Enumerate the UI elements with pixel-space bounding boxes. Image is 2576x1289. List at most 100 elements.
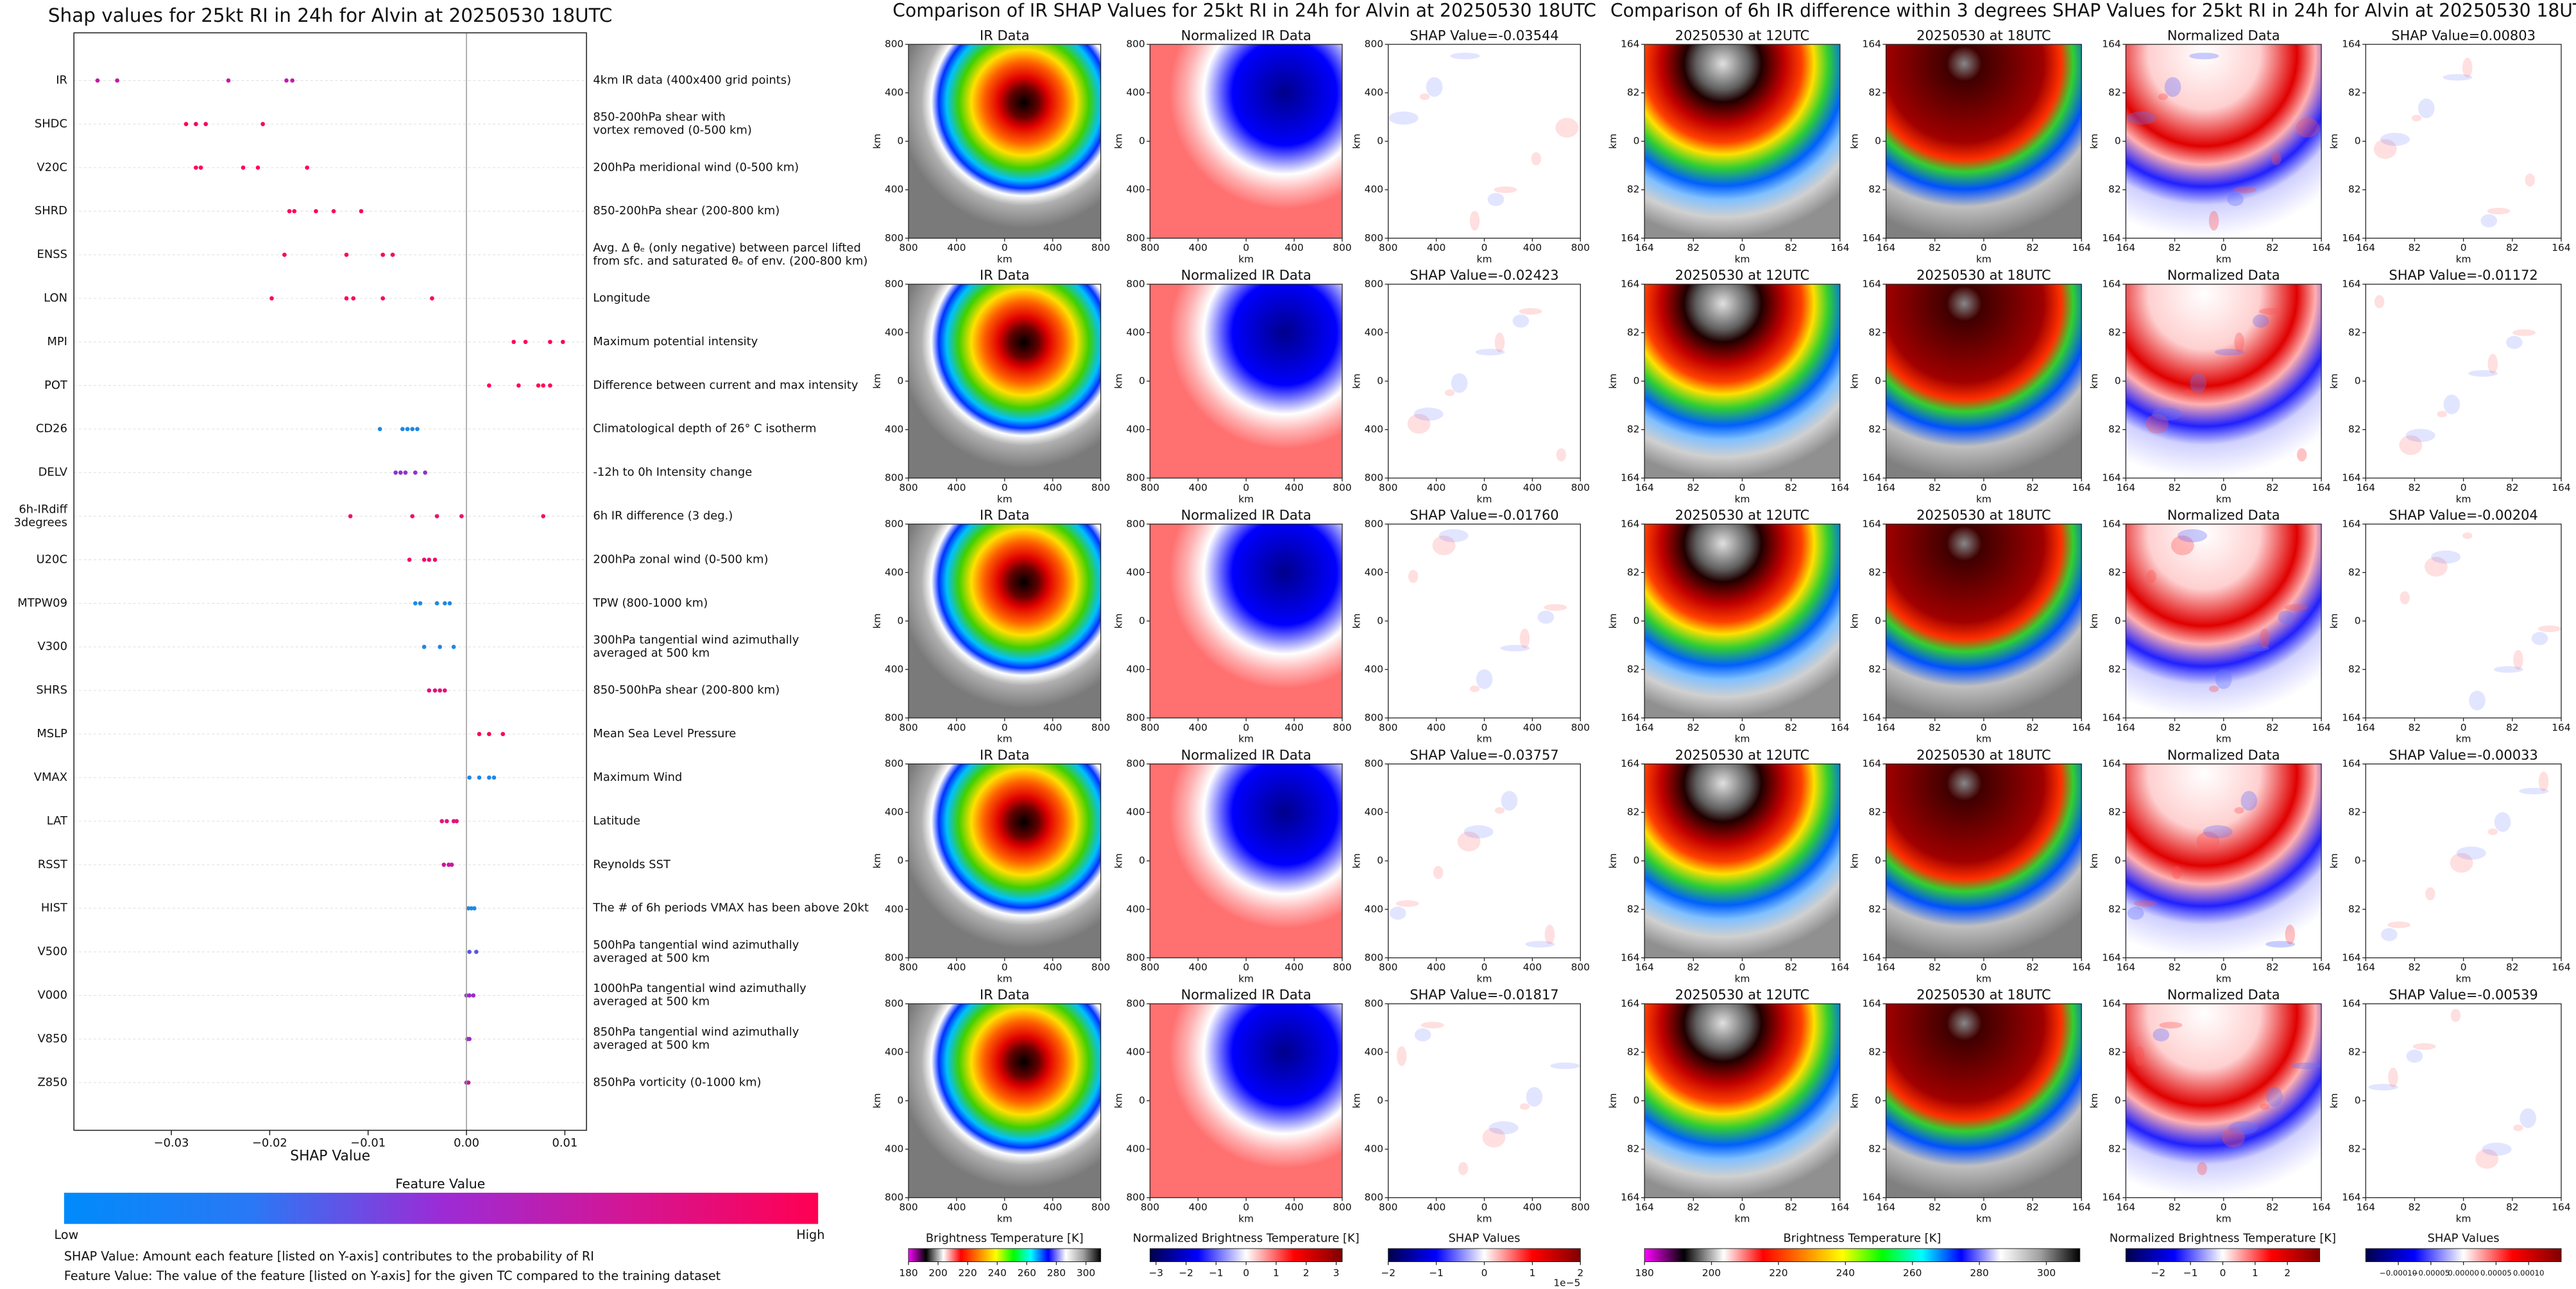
feature-description: 4km IR data (400x400 grid points) <box>593 73 791 87</box>
x-axis-label: km <box>2216 493 2231 505</box>
panel-title: IR Data <box>980 28 1030 43</box>
x-tick-label: 0 <box>1481 242 1488 253</box>
shap-dot <box>441 862 447 867</box>
x-tick-label: 400 <box>1284 242 1303 253</box>
x-tick-label: 82 <box>2266 722 2279 733</box>
x-axis-label: km <box>997 493 1012 505</box>
x-tick-label: 400 <box>947 722 966 733</box>
feature-description: 850-200hPa shear with <box>593 110 726 124</box>
feature-name: MSLP <box>37 727 67 740</box>
x-axis-label: km <box>1238 253 1254 265</box>
shap-dot <box>413 601 418 606</box>
x-tick-label: −0.03 <box>154 1136 189 1150</box>
y-axis-label: km <box>2088 853 2100 869</box>
colorbar-tick-label: 1 <box>2252 1267 2258 1279</box>
image-texture <box>2265 941 2296 948</box>
colorbar-tick-label: 0 <box>1243 1267 1249 1279</box>
y-tick-label: 400 <box>1365 184 1383 195</box>
image-texture <box>1457 832 1481 851</box>
shap-dot <box>290 78 294 83</box>
shap-dot <box>486 383 491 388</box>
y-tick-label: 0 <box>898 375 904 387</box>
x-tick-label: 400 <box>1284 962 1303 973</box>
y-tick-label: 800 <box>885 472 903 484</box>
x-tick-label: 800 <box>1091 962 1110 973</box>
x-tick-label: 164 <box>1635 962 1653 973</box>
y-tick-label: 400 <box>885 1143 903 1155</box>
y-axis-label: km <box>2088 613 2100 629</box>
feature-name: DELV <box>38 466 68 479</box>
x-tick-label: 82 <box>1929 722 1941 733</box>
y-tick-label: 164 <box>1621 472 1639 484</box>
x-axis-label: km <box>2216 253 2231 265</box>
plot-frame <box>73 32 587 1131</box>
x-axis-label: km <box>1976 253 1992 265</box>
image-texture <box>2512 329 2536 336</box>
y-tick-label: 164 <box>2102 952 2120 963</box>
image-texture <box>2425 556 2448 577</box>
y-tick-label: 164 <box>1863 712 1881 723</box>
feature-description: Latitude <box>593 814 640 828</box>
y-axis-label: km <box>871 133 883 149</box>
panel-title: 20250530 at 12UTC <box>1675 508 1810 523</box>
y-tick-label: 800 <box>885 518 903 529</box>
y-axis-label: km <box>1848 613 1860 629</box>
y-tick-label: 400 <box>1126 807 1145 818</box>
colorbar-tick-label: 240 <box>1836 1267 1855 1279</box>
y-tick-label: 164 <box>1621 278 1639 289</box>
x-tick-label: 800 <box>1571 722 1590 733</box>
y-tick-label: 82 <box>2108 807 2121 818</box>
colorbar-tick-label: −2 <box>1179 1267 1193 1279</box>
image-texture <box>1413 407 1444 421</box>
x-tick-label: 82 <box>1785 722 1798 733</box>
shap-dot <box>451 819 456 824</box>
y-tick-label: 800 <box>1126 712 1145 723</box>
x-tick-label: 800 <box>899 242 917 253</box>
y-tick-label: 800 <box>885 278 903 289</box>
y-tick-label: 0 <box>1875 1095 1881 1106</box>
image-texture <box>1531 152 1542 166</box>
x-tick-label: 400 <box>947 482 966 493</box>
y-tick-label: 164 <box>1621 38 1639 50</box>
y-tick-label: 82 <box>1868 663 1881 675</box>
y-tick-label: 164 <box>2102 232 2120 244</box>
feature-description: 850hPa tangential wind azimuthally <box>593 1025 799 1039</box>
x-tick-label: 800 <box>1091 722 1110 733</box>
shap-dot <box>430 296 434 301</box>
y-tick-label: 800 <box>885 232 903 244</box>
shap-dot <box>260 122 265 126</box>
x-tick-label: 400 <box>1043 242 1062 253</box>
y-tick-label: 164 <box>2102 518 2120 529</box>
x-tick-label: 400 <box>1189 722 1207 733</box>
image-texture <box>2135 1046 2145 1066</box>
feature-name: MTPW09 <box>17 596 67 610</box>
shap-dot <box>393 470 398 475</box>
shap-dot <box>467 993 472 998</box>
image-texture <box>1407 414 1431 434</box>
colorbar-tick-label: 300 <box>1077 1267 1095 1279</box>
x-tick-label: 800 <box>1091 482 1110 493</box>
feature-description: from sfc. and saturated θₑ of env. (200-… <box>593 254 867 268</box>
x-tick-label: 82 <box>2026 962 2039 973</box>
x-axis-label: km <box>2456 973 2471 985</box>
feature-name: IR <box>56 73 67 87</box>
x-tick-label: 164 <box>2552 1201 2570 1213</box>
x-tick-label: 800 <box>899 722 917 733</box>
y-tick-label: 800 <box>1126 518 1145 529</box>
shap-dot <box>407 558 412 562</box>
colorbar-tick-label: 2 <box>1577 1267 1583 1279</box>
colorbar-tick-label: −2 <box>1381 1267 1395 1279</box>
y-axis-label: km <box>1351 613 1363 629</box>
y-tick-label: 400 <box>885 423 903 435</box>
feature-name: V850 <box>38 1032 67 1045</box>
feature-description: 1000hPa tangential wind azimuthally <box>593 982 806 995</box>
y-tick-label: 82 <box>1627 807 1640 818</box>
x-axis-label: km <box>1477 733 1492 745</box>
image-texture <box>1519 628 1530 649</box>
y-tick-label: 164 <box>1621 232 1639 244</box>
y-tick-label: 164 <box>1863 38 1881 50</box>
x-tick-label: 164 <box>1830 962 1849 973</box>
panel-title: Normalized Data <box>2167 987 2280 1003</box>
y-tick-label: 800 <box>1365 1191 1383 1203</box>
image-texture <box>2208 210 2219 231</box>
